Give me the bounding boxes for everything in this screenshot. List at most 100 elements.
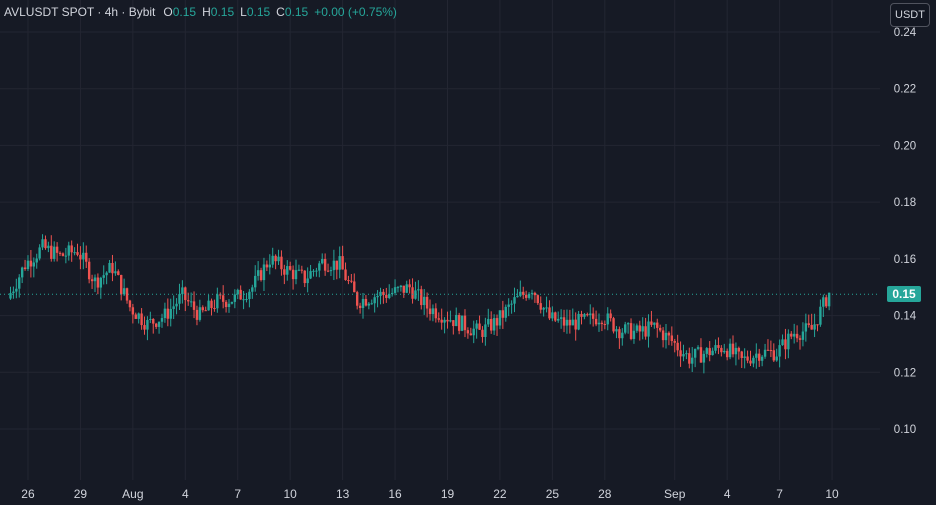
candle-body [102, 275, 105, 278]
time-tick-label: 28 [598, 487, 612, 501]
candle-body [813, 324, 816, 330]
candle-body [61, 253, 65, 256]
candle-body [286, 266, 289, 275]
candle-body [277, 256, 280, 262]
candle-body [254, 275, 257, 288]
time-axis: 26 29 Aug 4 7 10 13 16 19 22 25 28 Sep 4 7 10 [21, 487, 839, 501]
candle-body [431, 308, 435, 315]
candle-body [198, 307, 202, 320]
candle-body [781, 339, 784, 346]
candle-body [131, 307, 135, 315]
symbol-label[interactable]: AVLUSDT SPOT · 4h · Bybit [4, 5, 156, 19]
candle-body [784, 339, 787, 350]
candle-body [606, 313, 609, 325]
candle-body [708, 348, 711, 356]
candle-body [154, 323, 158, 327]
high-key: H [202, 5, 211, 19]
candle-body [734, 347, 738, 355]
candle-body [297, 269, 301, 271]
candle-body [79, 254, 82, 260]
candle-body [609, 313, 612, 319]
price-axis: 0.10 0.12 0.14 0.16 0.18 0.20 0.22 0.24 [894, 27, 917, 436]
candle-body [705, 348, 708, 354]
candle-body [414, 290, 417, 299]
candle-body [612, 318, 615, 332]
price-tick-label: 0.10 [894, 424, 916, 436]
candle-body [26, 260, 30, 270]
candle-body [714, 345, 717, 351]
candle-body [160, 318, 164, 322]
close-value: 0.15 [284, 5, 309, 19]
price-tick-label: 0.18 [894, 197, 916, 209]
candle-body [422, 296, 426, 306]
candle-body [597, 322, 601, 325]
candle-body [344, 269, 347, 281]
candle-body [702, 353, 706, 363]
candle-body [457, 314, 461, 331]
candle-body [55, 246, 59, 253]
candle-body [449, 320, 452, 322]
candle-body [798, 338, 802, 340]
candle-body [711, 350, 714, 356]
candle-body [408, 284, 411, 288]
candle-body [728, 343, 732, 358]
candle-body [682, 354, 685, 357]
candles-layer [9, 234, 831, 374]
candle-body [658, 327, 662, 331]
candle-body [283, 269, 286, 275]
candle-body [635, 325, 639, 331]
candle-body [332, 260, 336, 271]
candle-body [38, 247, 41, 259]
candle-body [740, 351, 743, 358]
candle-body [294, 270, 298, 280]
open-value: 0.15 [172, 5, 197, 19]
candle-body [527, 293, 531, 298]
candle-body [492, 318, 496, 331]
candle-body [32, 262, 36, 267]
candle-body [251, 287, 254, 292]
candle-body [134, 314, 137, 319]
candle-body [192, 301, 196, 310]
candle-body [315, 270, 318, 272]
candle-body [586, 314, 589, 316]
candle-body [367, 303, 371, 306]
candle-body [402, 285, 405, 293]
candle-body [35, 258, 38, 263]
candle-body [213, 308, 216, 310]
candle-body [539, 303, 542, 310]
candle-body [571, 319, 574, 326]
candle-body [358, 305, 362, 308]
candle-body [440, 319, 443, 323]
candle-body [589, 313, 592, 316]
candle-body [624, 324, 627, 333]
candle-body [73, 252, 76, 254]
candle-body [341, 256, 344, 270]
candle-body [227, 303, 231, 308]
candle-body [487, 318, 490, 325]
candle-body [557, 318, 560, 321]
candle-body [303, 270, 306, 284]
time-tick-label: 29 [74, 487, 88, 501]
candle-body [323, 258, 327, 271]
candle-body [804, 323, 808, 332]
candle-body [755, 353, 758, 358]
candle-body [437, 318, 440, 320]
candle-body [565, 319, 569, 326]
candle-body [653, 322, 656, 325]
candle-body [484, 324, 487, 337]
candle-body [650, 321, 653, 325]
candle-body [420, 289, 423, 306]
candle-body [274, 255, 277, 262]
candle-body [9, 293, 12, 299]
candle-body [455, 314, 458, 327]
last-price-tag: 0.15 [887, 286, 921, 303]
candle-body [195, 309, 199, 320]
currency-button[interactable]: USDT [890, 3, 930, 27]
candle-body [763, 349, 767, 357]
candle-body [122, 288, 126, 295]
candle-body [364, 298, 368, 306]
candle-body [376, 295, 379, 298]
candle-body [108, 262, 111, 273]
candle-body [661, 330, 665, 341]
